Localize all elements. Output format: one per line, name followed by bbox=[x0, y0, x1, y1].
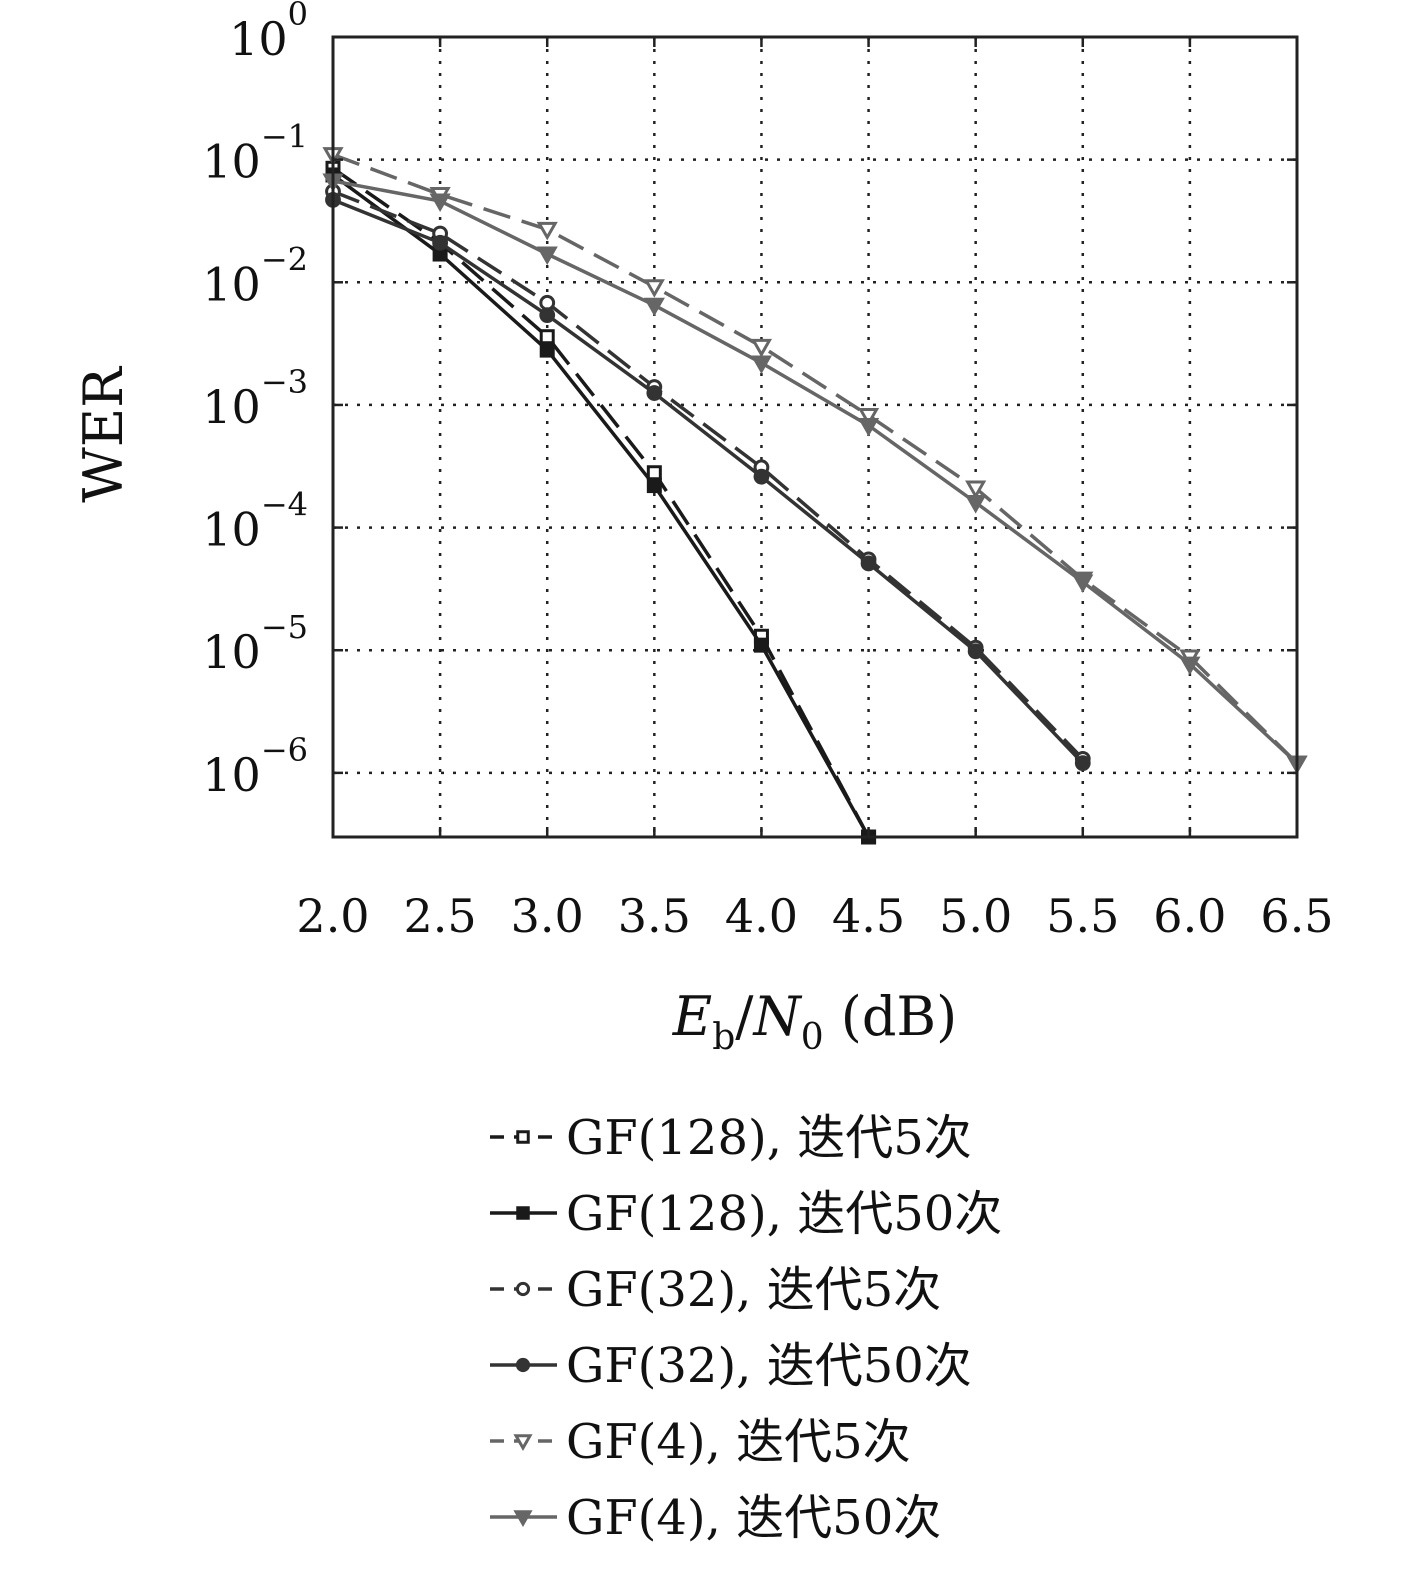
grid bbox=[333, 37, 1297, 837]
data-point bbox=[516, 1206, 530, 1220]
legend-item: GF(32), 迭代50次 bbox=[490, 1338, 972, 1394]
y-tick-label: 10−4 bbox=[202, 486, 308, 557]
y-tick-label: 10−6 bbox=[202, 731, 308, 802]
series-6 bbox=[322, 173, 1308, 775]
data-point bbox=[516, 1130, 530, 1144]
legend-label: GF(4), 迭代5次 bbox=[566, 1414, 911, 1470]
x-tick-label: 6.0 bbox=[1153, 889, 1226, 943]
data-point bbox=[967, 643, 984, 660]
data-point bbox=[1072, 574, 1094, 594]
legend-label: GF(128), 迭代5次 bbox=[566, 1110, 972, 1166]
x-tick-label: 4.5 bbox=[832, 889, 905, 943]
y-tick-label: 100 bbox=[229, 0, 308, 66]
data-point bbox=[515, 1281, 531, 1297]
data-point bbox=[429, 193, 451, 213]
data-point bbox=[539, 307, 556, 324]
series-line bbox=[332, 166, 871, 838]
data-point bbox=[965, 495, 987, 514]
legend-label: GF(32), 迭代50次 bbox=[566, 1338, 972, 1394]
x-axis-label: Eb/N0 (dB) bbox=[672, 985, 957, 1058]
x-tick-label: 2.5 bbox=[404, 889, 477, 943]
data-point bbox=[753, 637, 769, 653]
data-point bbox=[1179, 656, 1201, 676]
data-point bbox=[643, 297, 665, 317]
x-axis-label-text: Eb/N0 (dB) bbox=[672, 985, 957, 1058]
series-line bbox=[332, 179, 1299, 765]
series-line bbox=[332, 152, 1299, 765]
data-point bbox=[643, 279, 665, 298]
data-point bbox=[857, 417, 880, 437]
x-tick-label: 6.5 bbox=[1260, 889, 1333, 943]
legend-item: GF(32), 迭代5次 bbox=[490, 1262, 941, 1318]
legend-item: GF(4), 迭代50次 bbox=[490, 1490, 941, 1546]
x-tick-label: 4.0 bbox=[725, 889, 798, 943]
y-tick-label: 10−5 bbox=[202, 608, 308, 679]
data-point bbox=[646, 465, 662, 481]
data-point bbox=[965, 480, 987, 500]
y-axis-label: WER bbox=[72, 366, 135, 503]
legend-item: GF(128), 迭代50次 bbox=[490, 1186, 1002, 1242]
data-point bbox=[513, 1434, 533, 1452]
series-3 bbox=[325, 183, 1091, 767]
data-point bbox=[750, 338, 773, 358]
y-tick-label: 10−2 bbox=[202, 240, 308, 311]
y-tick-label: 10−3 bbox=[202, 363, 308, 434]
data-point bbox=[513, 1510, 533, 1528]
x-axis: 2.0 2.5 3.0 3.5 4.0 4.5 5.0 5.5 6.0 6.5 bbox=[296, 37, 1334, 943]
series-lines bbox=[322, 147, 1308, 845]
y-tick-label: 10−1 bbox=[202, 118, 308, 189]
y-axis-label-text: WER bbox=[72, 366, 135, 503]
x-tick-label: 2.0 bbox=[296, 889, 369, 943]
data-point bbox=[539, 342, 555, 358]
data-point bbox=[432, 234, 449, 251]
data-point bbox=[1074, 755, 1091, 772]
legend-item: GF(128), 迭代5次 bbox=[490, 1110, 972, 1166]
data-point bbox=[750, 355, 773, 374]
data-point bbox=[646, 385, 663, 401]
data-point bbox=[536, 221, 558, 241]
series-line bbox=[332, 198, 1085, 765]
series-4 bbox=[325, 191, 1091, 772]
series-line bbox=[332, 189, 1085, 761]
series-2 bbox=[325, 167, 877, 845]
legend: GF(128), 迭代5次 GF(128), 迭代50次 GF(32), 迭代5次 G… bbox=[490, 1110, 1002, 1546]
data-point bbox=[515, 1357, 531, 1373]
legend-label: GF(32), 迭代5次 bbox=[566, 1262, 941, 1318]
x-tick-label: 5.0 bbox=[939, 889, 1012, 943]
series-5 bbox=[322, 147, 1308, 775]
data-point bbox=[539, 329, 555, 345]
data-point bbox=[857, 408, 880, 427]
data-point bbox=[536, 246, 558, 266]
data-point bbox=[646, 478, 662, 494]
data-point bbox=[860, 555, 877, 572]
legend-label: GF(4), 迭代50次 bbox=[566, 1490, 941, 1546]
x-tick-label: 3.5 bbox=[618, 889, 691, 943]
plot-area bbox=[331, 35, 1299, 839]
y-axis: 100 10−1 10−2 10−3 10−4 10−5 10−6 bbox=[202, 0, 1297, 802]
data-point bbox=[753, 468, 770, 485]
x-tick-label: 3.0 bbox=[511, 889, 584, 943]
legend-item: GF(4), 迭代5次 bbox=[490, 1414, 911, 1470]
legend-label: GF(128), 迭代50次 bbox=[566, 1186, 1002, 1242]
series-line bbox=[331, 173, 871, 838]
x-tick-label: 5.5 bbox=[1046, 889, 1119, 943]
